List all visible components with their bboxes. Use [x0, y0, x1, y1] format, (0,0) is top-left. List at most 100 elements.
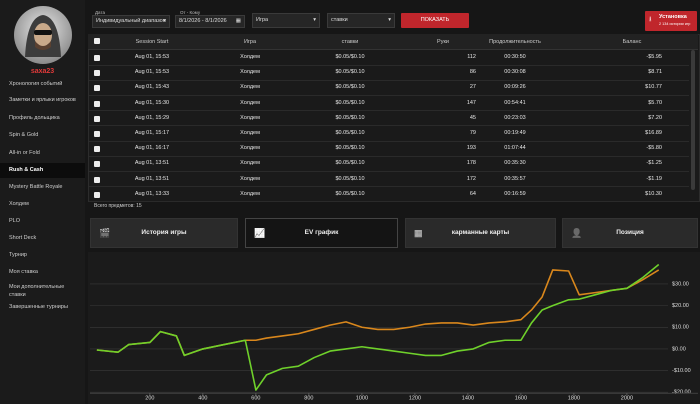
table-cell: 45 — [469, 114, 476, 121]
y-tick-label: $20.00 — [672, 303, 689, 309]
row-checkbox[interactable] — [94, 191, 100, 198]
column-header[interactable]: Session Start — [135, 39, 169, 45]
row — [89, 201, 689, 203]
tab[interactable]: 🎬 История игры — [90, 218, 238, 248]
menu-item[interactable]: Mystery Battle Royale — [9, 184, 63, 190]
menu-item[interactable]: PLO — [9, 218, 21, 224]
table-cell: Aug 01, 15:53 — [134, 69, 170, 76]
username: saxa23 — [30, 68, 55, 75]
row-checkbox[interactable] — [94, 131, 100, 137]
y-tick-label: -$20.00 — [672, 390, 691, 396]
game-select[interactable]: Игра ▾ — [252, 13, 320, 28]
tab-icon: 👤 — [571, 228, 583, 238]
x-tick-label: 200 — [145, 396, 154, 402]
table-cell: Aug 01, 15:29 — [134, 114, 170, 121]
table-cell: $0.05/$0.10 — [335, 99, 365, 106]
table-cell: -$5.80 — [646, 145, 662, 152]
table-cell: 00:16:59 — [504, 190, 526, 197]
table-cell: 193 — [466, 145, 476, 152]
menu-item[interactable]: Турнир — [9, 252, 27, 258]
row-checkbox[interactable] — [94, 70, 100, 77]
tab-icon: 📈 — [254, 228, 266, 238]
menu-item[interactable]: Short Deck — [9, 235, 37, 241]
menu-item[interactable]: Холдем — [9, 201, 29, 207]
row-checkbox[interactable] — [94, 100, 100, 107]
tab-label: карманные карты — [451, 229, 510, 236]
table-cell: Холдем — [240, 145, 260, 152]
date-label: Дата — [95, 10, 105, 15]
show-button[interactable]: ПОКАЗАТЬ — [401, 13, 469, 28]
menu-item[interactable]: All-in or Fold — [9, 150, 40, 156]
table-cell: $0.05/$0.10 — [335, 114, 365, 121]
row-checkbox[interactable] — [94, 85, 100, 92]
table-cell: 79 — [469, 130, 476, 136]
row — [89, 171, 689, 172]
install-text: Установка — [659, 14, 687, 20]
menu-item[interactable]: Хронология событий — [9, 81, 63, 87]
tab[interactable]: 📈 EV график — [245, 218, 398, 248]
row-checkbox[interactable] — [94, 55, 100, 61]
table-cell: Холдем — [240, 114, 260, 121]
table-cell: $0.05/$0.10 — [335, 130, 365, 136]
column-header: Баланс — [622, 39, 642, 45]
row — [89, 110, 689, 112]
menu-item[interactable]: Spin & Gold — [9, 132, 39, 138]
x-tick-label: 1600 — [515, 396, 527, 402]
table-cell: 00:30:50 — [504, 54, 526, 60]
header-checkbox[interactable] — [94, 38, 100, 44]
install-button[interactable]: ⭳ Установка 2 134 истории игр — [645, 11, 697, 31]
menu-item[interactable]: Завершенные турниры — [9, 304, 68, 310]
row — [89, 125, 689, 127]
table-cell: -$1.25 — [646, 160, 662, 167]
chart-panel — [88, 252, 700, 404]
tab-label: Позиция — [616, 229, 644, 236]
menu-item[interactable]: Rush & Cash — [0, 163, 85, 178]
table-cell: 00:54:41 — [504, 99, 526, 106]
menu-item[interactable]: Моя ставка — [9, 269, 38, 275]
menu-item[interactable]: Мои дополнительные ставки — [9, 284, 65, 298]
tab[interactable]: ▦ карманные карты — [405, 218, 556, 248]
x-tick-label: 600 — [251, 396, 260, 402]
table-cell: 00:19:49 — [504, 130, 526, 136]
tab-label: История игры — [141, 229, 187, 236]
row — [89, 186, 689, 188]
x-tick-label: 1000 — [356, 396, 368, 402]
table-cell: $0.05/$0.10 — [335, 160, 365, 167]
stakes-select[interactable]: ставки ▾ — [327, 13, 395, 28]
menu-item[interactable]: Профиль дольщика — [9, 115, 60, 121]
row-checkbox[interactable] — [94, 115, 100, 122]
tab[interactable]: 👤 Позиция — [562, 218, 698, 248]
table-cell: Aug 01, 15:17 — [134, 130, 170, 136]
row — [89, 95, 689, 96]
table-cell: 00:35:30 — [504, 160, 526, 167]
row — [89, 79, 689, 81]
table-cell: Холдем — [240, 190, 260, 197]
table-cell: Aug 01, 13:51 — [134, 160, 170, 167]
table-cell: 172 — [466, 175, 476, 182]
date-select-text: Индивидуальный диапазон — [96, 18, 166, 24]
date-select[interactable]: Индивидуальный диапазон ▾ — [92, 15, 170, 28]
period-text: 8/1/2026 - 8/1/2026 — [179, 18, 227, 24]
table-cell: Холдем — [240, 69, 260, 76]
total-count: Всего предметов: 15 — [94, 203, 142, 209]
row — [89, 64, 689, 66]
row-checkbox[interactable] — [94, 146, 100, 153]
row-checkbox[interactable] — [94, 176, 100, 183]
series-line — [96, 263, 660, 391]
table-cell: Aug 01, 16:17 — [134, 145, 170, 152]
row-checkbox[interactable] — [94, 161, 100, 168]
table-cell: $5.70 — [648, 99, 662, 106]
avatar — [14, 6, 72, 64]
period-input[interactable]: 8/1/2026 - 8/1/2026 ▦ — [175, 15, 245, 28]
table — [88, 34, 700, 202]
menu-item[interactable]: Заметки и ярлыки игроков — [9, 97, 76, 103]
period-label: От - Кому — [180, 10, 201, 15]
table-cell: $8.71 — [648, 69, 662, 76]
row — [89, 140, 689, 142]
column-header: Руки — [437, 39, 449, 45]
table-cell: Aug 01, 15:43 — [134, 84, 170, 91]
table-cell: Холдем — [240, 130, 260, 136]
table-cell: Холдем — [240, 54, 260, 60]
